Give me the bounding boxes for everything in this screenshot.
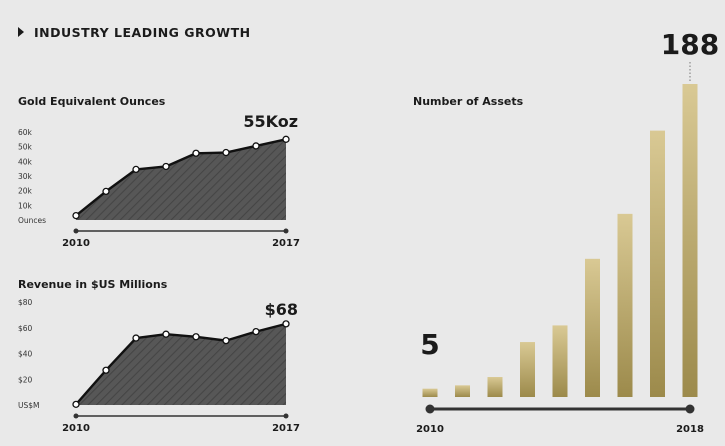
y-tick-label: $60 [18,324,33,333]
x-end-label: 2017 [272,238,300,249]
gold-ounces-chart: 10k 20k 30k 40k 50k 60k Ounces 2010 2017 55Koz [18,112,300,249]
y-tick-label: $40 [18,350,33,359]
bar [520,342,535,397]
revenue-chart-title: Revenue in $US Millions [18,278,168,291]
x-end-label: 2017 [272,423,300,434]
data-point [252,142,260,150]
data-point [72,400,80,409]
x-start-label: 2010 [62,238,90,249]
data-point [222,148,230,157]
y-tick-label: $20 [18,375,33,384]
series-line [75,138,287,217]
triangle-bullet-icon [18,27,24,37]
data-point [72,211,80,220]
x-end-label: 2018 [676,424,704,435]
revenue-chart: $20 $40 $60 $80 US$M 2010 2017 $68 [18,298,300,434]
highlight-value-label: 55Koz [243,112,298,131]
data-point [162,330,170,338]
x-start-label: 2010 [416,424,444,435]
assets-bar-chart: 2010 2018 5 188 [416,28,719,435]
first-value-label: 5 [420,328,439,361]
y-tick-label: 50k [18,143,33,152]
area-fill [76,323,286,405]
bar [552,325,568,397]
bar [487,377,503,397]
highlight-value-label: $68 [265,300,298,319]
y-tick-label: 10k [18,201,33,210]
y-axis-unit-label: Ounces [18,216,46,225]
section-header: INDUSTRY LEADING GROWTH [14,22,251,42]
y-tick-label: 20k [18,187,33,196]
data-point [162,162,170,171]
data-point [132,334,140,342]
bar [585,258,600,397]
y-tick-label: 60k [18,128,33,137]
data-point [192,149,200,157]
data-point [132,165,140,174]
y-tick-label: $80 [18,298,33,307]
x-start-label: 2010 [62,423,90,434]
series-line [75,322,287,406]
bar [650,130,665,398]
area-fill [76,139,286,220]
data-point [222,336,230,345]
axis-end-knob [283,228,289,234]
bar [617,213,633,397]
last-value-label: 188 [661,28,719,61]
data-point [282,320,290,328]
data-point [252,327,260,336]
y-axis-unit-label: US$M [18,401,40,410]
bar [455,385,470,397]
axis-start-knob [73,228,79,234]
axis-end-knob [685,404,695,414]
section-title: INDUSTRY LEADING GROWTH [34,24,251,40]
data-point [102,187,110,196]
data-point [102,366,110,374]
gold-chart-title: Gold Equivalent Ounces [18,95,166,108]
data-point [192,333,200,341]
axis-start-knob [73,413,79,419]
data-point [282,135,290,143]
bar [682,84,698,397]
assets-chart-title: Number of Assets [413,95,524,108]
bar [422,388,438,397]
y-tick-label: 40k [18,157,33,166]
y-tick-label: 30k [18,172,33,181]
axis-end-knob [283,413,289,419]
axis-start-knob [425,404,435,414]
